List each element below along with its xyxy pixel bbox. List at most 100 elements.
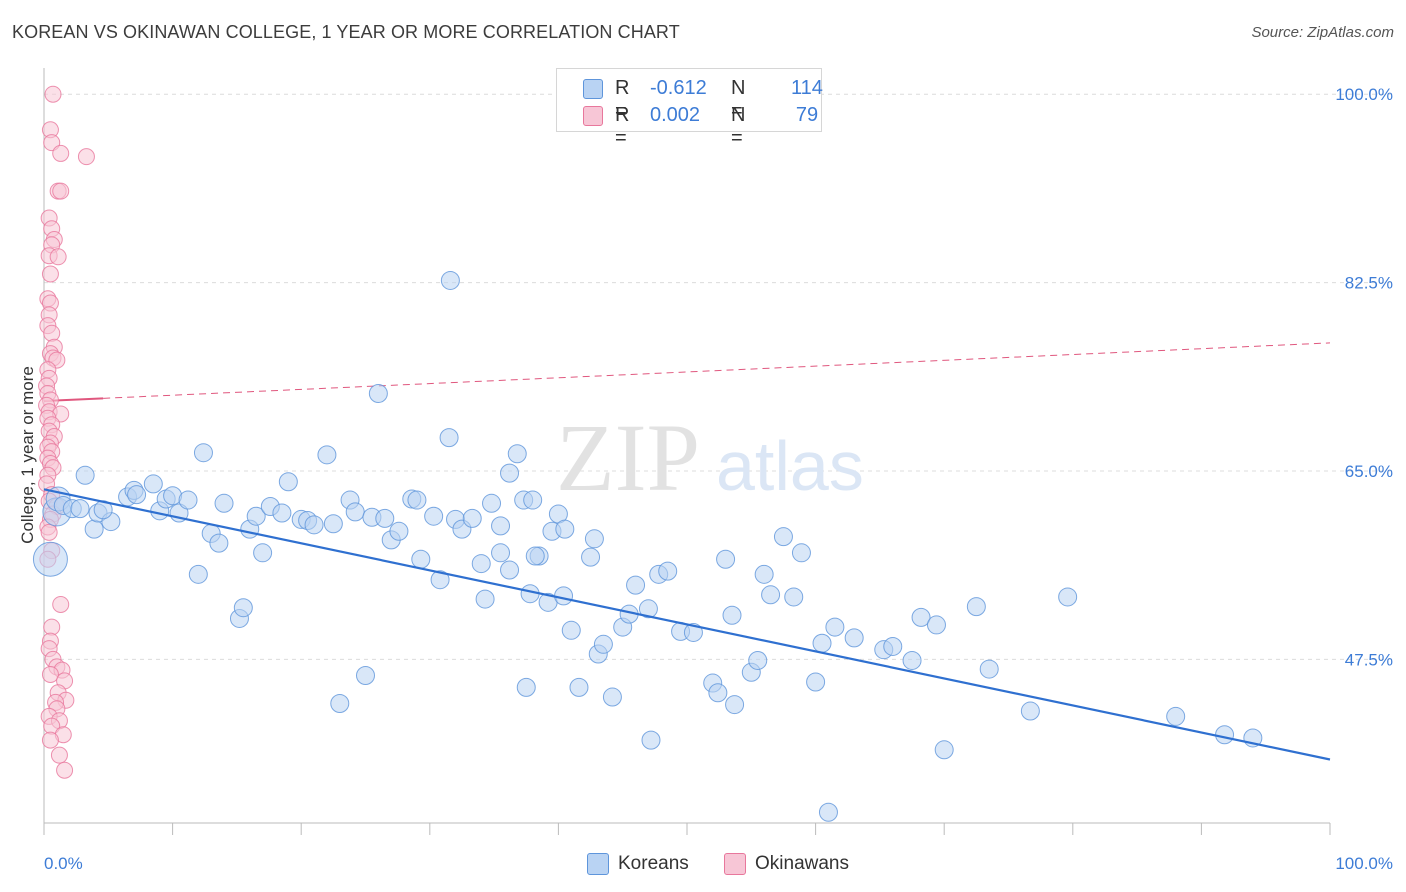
okinawan-trend-line-dashed xyxy=(103,342,1331,399)
korean-point xyxy=(554,586,574,606)
x-tick-label-min: 0.0% xyxy=(44,854,83,873)
korean-point xyxy=(471,554,491,574)
korean-point xyxy=(209,533,229,553)
okinawan-point xyxy=(56,761,74,779)
korean-point xyxy=(246,506,266,526)
korean-point xyxy=(407,490,427,510)
korean-point xyxy=(626,575,646,595)
korean-point xyxy=(500,463,520,483)
korean-point xyxy=(127,485,147,505)
korean-point xyxy=(806,672,826,692)
okinawan-points xyxy=(38,85,95,779)
okinawan-r-label: R = xyxy=(615,104,630,149)
korean-point xyxy=(188,564,208,584)
korean-point xyxy=(641,730,661,750)
korean-point xyxy=(462,508,482,528)
koreans-swatch xyxy=(587,853,609,875)
tick-labels: 100.0% 82.5% 65.0% 47.5% 0.0% 100.0% xyxy=(44,85,1393,873)
korean-point xyxy=(32,541,68,577)
korean-point xyxy=(722,605,742,625)
grid-lines xyxy=(44,93,1392,660)
korean-point xyxy=(902,650,922,670)
korean-point xyxy=(658,561,678,581)
korean-point xyxy=(791,543,811,563)
okinawan-point xyxy=(41,265,59,283)
okinawan-point xyxy=(52,595,70,613)
korean-point xyxy=(581,547,601,567)
korean-point xyxy=(725,695,745,715)
korean-point xyxy=(934,740,954,760)
korean-point xyxy=(748,650,768,670)
okinawan-point xyxy=(43,324,61,342)
korean-point xyxy=(143,474,163,494)
y-tick-label: 47.5% xyxy=(1345,650,1393,669)
korean-point xyxy=(356,666,375,686)
korean-point xyxy=(966,597,986,617)
okinawans-swatch xyxy=(724,853,746,875)
korean-point xyxy=(482,493,502,513)
korean-trend-group xyxy=(43,488,1331,761)
korean-point xyxy=(253,543,273,563)
korean-point xyxy=(491,516,511,536)
korean-point xyxy=(784,587,804,607)
korean-point xyxy=(638,599,658,619)
korean-point xyxy=(569,677,589,697)
correlation-legend: R = -0.612 N = 114 R = 0.002 N = 79 xyxy=(556,68,823,149)
korean-r-value: -0.612 xyxy=(650,77,707,99)
korean-point xyxy=(375,508,395,528)
korean-point xyxy=(330,694,350,714)
korean-r-label: R = xyxy=(615,77,630,122)
korean-point xyxy=(525,546,545,566)
korean-point xyxy=(278,472,298,492)
korean-point xyxy=(911,607,931,627)
korean-point xyxy=(368,383,388,403)
korean-point xyxy=(233,598,253,618)
korean-point xyxy=(1020,701,1040,721)
korean-point xyxy=(812,633,832,653)
korean-point xyxy=(84,519,104,539)
okinawan-trend-group xyxy=(43,342,1331,403)
okinawan-point xyxy=(44,85,62,103)
y-tick-label: 82.5% xyxy=(1345,274,1393,293)
korean-point xyxy=(683,622,703,642)
korean-point xyxy=(424,506,444,526)
korean-point xyxy=(214,493,234,513)
chart-title: KOREAN VS OKINAWAN COLLEGE, 1 YEAR OR MO… xyxy=(12,22,680,42)
korean-point xyxy=(323,514,343,534)
korean-point xyxy=(345,502,365,522)
korean-point xyxy=(716,549,736,569)
x-tick-label-max: 100.0% xyxy=(1335,854,1393,873)
korean-point xyxy=(430,570,450,590)
korean-point xyxy=(507,444,527,464)
okinawan-swatch xyxy=(583,106,603,126)
korean-point xyxy=(1215,725,1235,745)
korean-point xyxy=(439,428,459,448)
korean-point xyxy=(389,521,409,541)
korean-point xyxy=(883,636,903,656)
korean-point xyxy=(75,465,95,485)
korean-point xyxy=(1058,587,1078,607)
okinawan-n-value: 79 xyxy=(795,104,819,126)
source-credit: Source: ZipAtlas.com xyxy=(1251,24,1394,41)
y-tick-label: 100.0% xyxy=(1335,85,1393,104)
korean-point xyxy=(475,589,495,609)
korean-point xyxy=(491,543,511,563)
korean-point xyxy=(818,802,838,822)
korean-point xyxy=(272,503,292,523)
koreans-label: Koreans xyxy=(618,853,689,874)
korean-n-value: 114 xyxy=(791,77,823,99)
korean-point xyxy=(754,564,774,584)
watermark-zip: ZIP xyxy=(556,404,700,511)
okinawan-point xyxy=(77,148,95,166)
korean-point xyxy=(773,527,793,547)
korean-point xyxy=(1166,706,1186,726)
korean-point xyxy=(178,490,198,510)
korean-point xyxy=(926,615,946,635)
korean-swatch xyxy=(583,79,603,99)
okinawan-point xyxy=(49,248,67,266)
korean-point xyxy=(317,445,337,465)
watermark-atlas: atlas xyxy=(716,427,864,505)
korean-point xyxy=(844,628,864,648)
korean-point xyxy=(411,549,431,569)
